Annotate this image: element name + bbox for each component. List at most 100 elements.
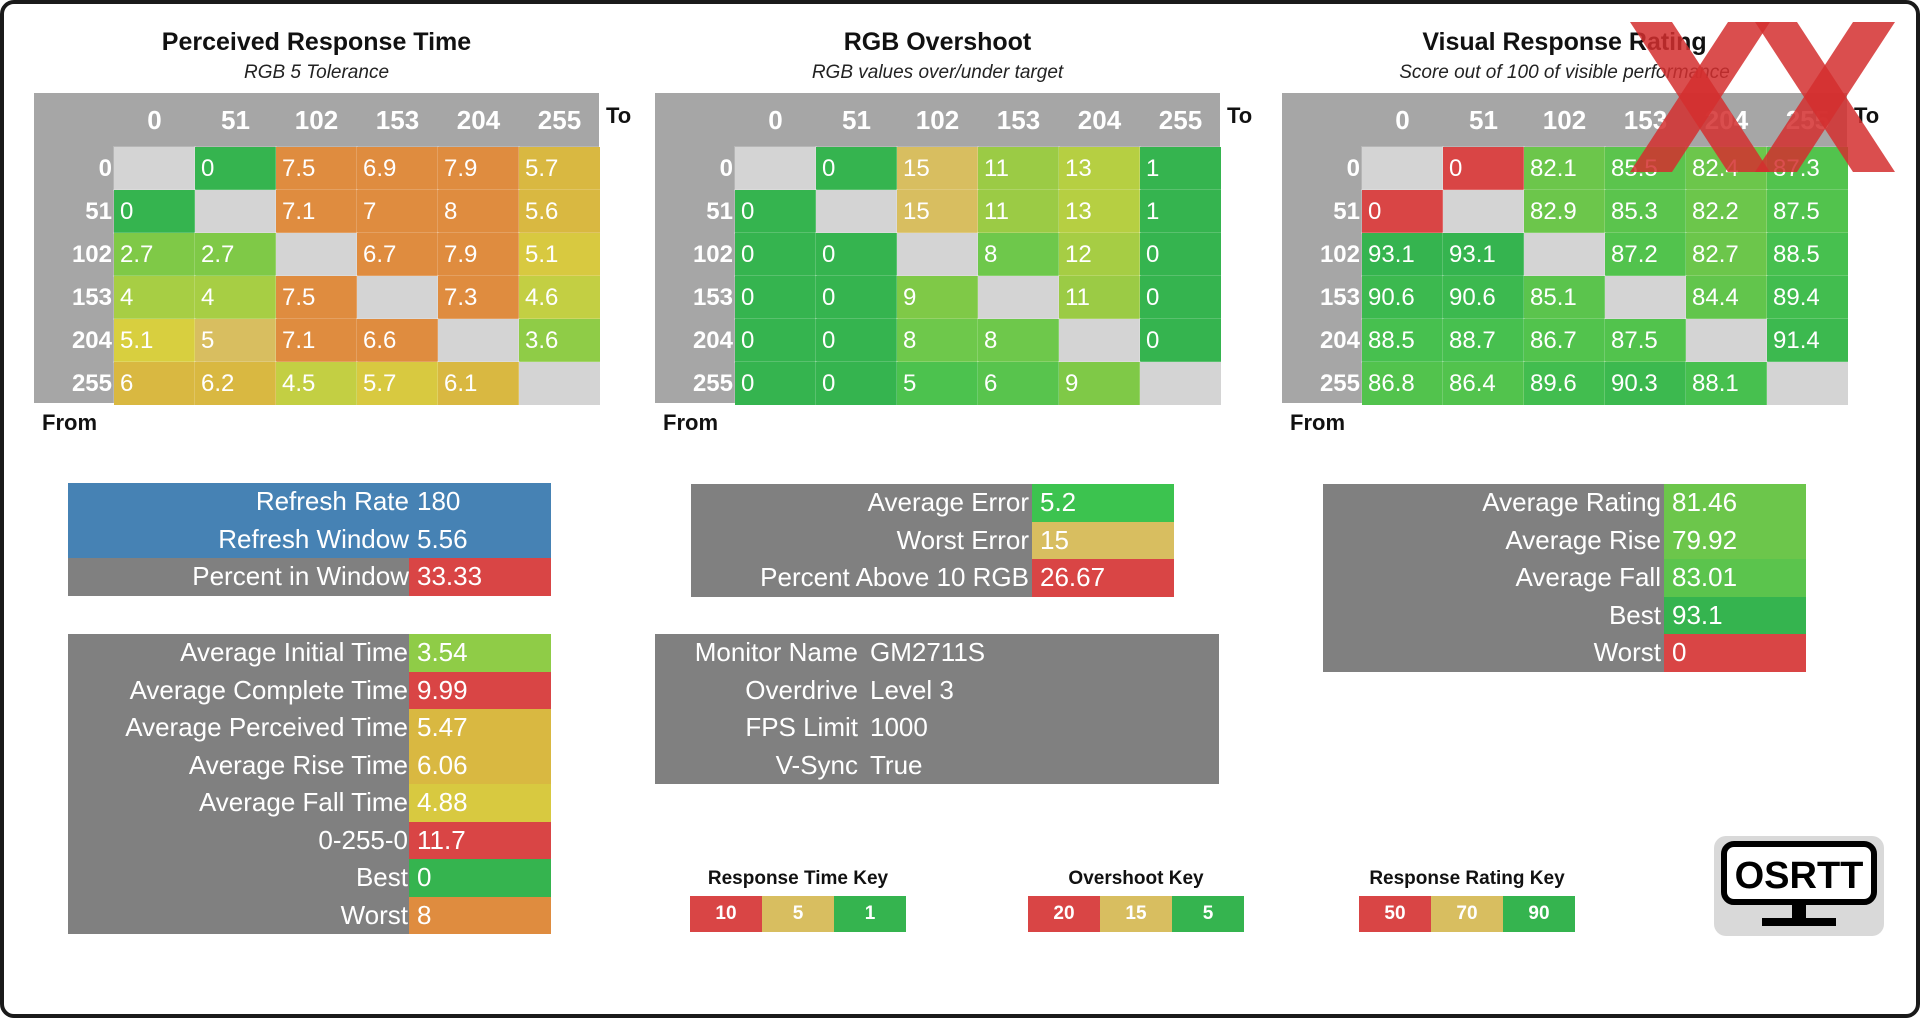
heatmap-cell: 9 bbox=[1058, 361, 1141, 406]
red-x-mark-icon bbox=[1630, 22, 1895, 172]
monitor-icon: OSRTT bbox=[1721, 841, 1877, 926]
key-swatch: 5 bbox=[1172, 896, 1244, 932]
heatmap-cell: 5.7 bbox=[518, 146, 601, 191]
heatmap-cell bbox=[1604, 275, 1687, 320]
heatmap-cell: 0 bbox=[734, 361, 817, 406]
rating-table: Average Rating 81.46 Average Rise 79.92 Aver… bbox=[1323, 484, 1806, 672]
row-header: 0 bbox=[1346, 155, 1360, 182]
heatmap-cell: 6.6 bbox=[356, 318, 439, 363]
heatmap-cell: 5 bbox=[194, 318, 277, 363]
stat-label: Refresh Rate bbox=[68, 483, 409, 521]
response-time-key: Response Time Key 10 5 1 bbox=[690, 868, 906, 932]
stat-row: Average Fall Time 4.88 bbox=[68, 784, 551, 822]
column-header: 51 bbox=[221, 105, 250, 135]
column-header: 204 bbox=[456, 105, 501, 135]
column-header: 204 bbox=[1077, 105, 1122, 135]
stat-label: Worst bbox=[340, 899, 408, 930]
row-header: 51 bbox=[85, 198, 112, 225]
heatmap-cell: 5.7 bbox=[356, 361, 439, 406]
heatmap-cell: 0 bbox=[1139, 318, 1222, 363]
stat-label: Worst bbox=[1593, 637, 1661, 667]
stat-row: Average Rise Time 6.06 bbox=[68, 746, 551, 784]
key-swatch: 90 bbox=[1503, 896, 1575, 932]
heatmap-cell: 0 bbox=[815, 361, 898, 406]
stat-value: 79.92 bbox=[1664, 521, 1806, 559]
heatmap-cell: 87.2 bbox=[1604, 232, 1687, 277]
heatmap-cell: 85.3 bbox=[1604, 189, 1687, 234]
heatmap-cell: 0 bbox=[1361, 189, 1444, 234]
heatmap-cell: 87.5 bbox=[1604, 318, 1687, 363]
stat-value: 33.33 bbox=[409, 558, 551, 596]
heatmap-cell bbox=[194, 189, 277, 234]
heatmap-cell: 6.2 bbox=[194, 361, 277, 406]
stat-label: 0-255-0 bbox=[318, 824, 408, 855]
row-header: 153 bbox=[1319, 284, 1360, 311]
heatmap-cell: 0 bbox=[815, 275, 898, 320]
stat-row: Best 93.1 bbox=[1323, 596, 1806, 634]
heatmap-cell: 90.6 bbox=[1361, 275, 1444, 320]
column-header: 153 bbox=[996, 105, 1041, 135]
stat-label: Average Rise Time bbox=[188, 749, 408, 780]
logo-text: OSRTT bbox=[1735, 855, 1864, 897]
time-table: Average Initial Time 3.54 Average Complete… bbox=[68, 634, 551, 934]
stat-label: Overdrive bbox=[745, 674, 858, 705]
stat-label: Average Rise bbox=[1505, 524, 1661, 555]
heatmap-visual-response-rating: Visual Response Rating Score out of 100 o… bbox=[1282, 26, 1920, 446]
stat-value: 180 bbox=[409, 483, 551, 521]
heatmap-cell: 86.7 bbox=[1523, 318, 1606, 363]
heatmap-cell: 6.7 bbox=[356, 232, 439, 277]
heatmap-cell: 6 bbox=[977, 361, 1060, 406]
heatmap-cell: 8 bbox=[437, 189, 520, 234]
heatmap-cell bbox=[518, 361, 601, 406]
heatmap-cell: 4 bbox=[194, 275, 277, 320]
row-header: 153 bbox=[692, 284, 733, 311]
heatmap-cell bbox=[1058, 318, 1141, 363]
heatmap-cell: 0 bbox=[734, 275, 817, 320]
heatmap-cell: 5.1 bbox=[518, 232, 601, 277]
stat-label: Worst Error bbox=[896, 524, 1029, 555]
heatmap-cell: 0 bbox=[815, 232, 898, 277]
row-header: 204 bbox=[1319, 327, 1360, 354]
column-header: 51 bbox=[842, 105, 871, 135]
stat-value: 4.88 bbox=[409, 784, 551, 822]
heatmap-perceived-response-time: Perceived Response Time RGB 5 Tolerance 0 5… bbox=[34, 26, 714, 446]
heatmap-cell: 88.1 bbox=[1685, 361, 1768, 406]
heatmap-cell: 5.6 bbox=[518, 189, 601, 234]
row-header: 102 bbox=[71, 241, 112, 268]
heatmap-cell: 5 bbox=[896, 361, 979, 406]
heatmap-cell: 3.6 bbox=[518, 318, 601, 363]
heatmap-cell: 0 bbox=[1139, 232, 1222, 277]
row-header: 51 bbox=[706, 198, 733, 225]
column-header: 102 bbox=[915, 105, 960, 135]
stat-row: Refresh Rate 180 bbox=[68, 483, 551, 521]
heatmap-cell bbox=[1139, 361, 1222, 406]
heatmap-cell: 8 bbox=[896, 318, 979, 363]
heatmap-grid: 0 51 102 153 204 255 0 0 7.5 6.9 7.9 5.7 51 0 7.1 7 8 5.6… bbox=[34, 93, 601, 406]
stat-row: Average Perceived Time 5.47 bbox=[68, 709, 551, 747]
stat-row: Average Rise 79.92 bbox=[1323, 521, 1806, 559]
heatmap-cell: 0 bbox=[815, 146, 898, 191]
stat-row: Best 0 bbox=[68, 859, 551, 897]
stat-row: Worst 0 bbox=[1323, 634, 1806, 672]
heatmap-cell: 86.4 bbox=[1442, 361, 1525, 406]
heatmap-cell: 8 bbox=[977, 318, 1060, 363]
heatmap-cell: 88.5 bbox=[1361, 318, 1444, 363]
heatmap-cell bbox=[1523, 232, 1606, 277]
stat-value: 3.54 bbox=[409, 634, 551, 672]
row-header: 0 bbox=[719, 155, 733, 182]
stat-label: Best bbox=[1608, 599, 1661, 630]
stat-value: 26.67 bbox=[1032, 559, 1174, 597]
stat-value: 5.47 bbox=[409, 709, 551, 747]
heatmap-cell: 91.4 bbox=[1766, 318, 1849, 363]
row-header: 204 bbox=[71, 327, 112, 354]
heatmap-cell: 7.1 bbox=[275, 189, 358, 234]
key-swatches: 50 70 90 bbox=[1359, 896, 1575, 932]
key-title: Response Time Key bbox=[707, 868, 889, 889]
stat-row: Percent Above 10 RGB 26.67 bbox=[691, 559, 1174, 597]
stat-value: 8 bbox=[409, 896, 551, 934]
key-swatch: 15 bbox=[1100, 896, 1172, 932]
row-header: 204 bbox=[692, 327, 733, 354]
stat-value: 1000 bbox=[870, 712, 928, 742]
stat-value: 81.46 bbox=[1664, 484, 1806, 522]
heatmap-cell: 82.1 bbox=[1523, 146, 1606, 191]
